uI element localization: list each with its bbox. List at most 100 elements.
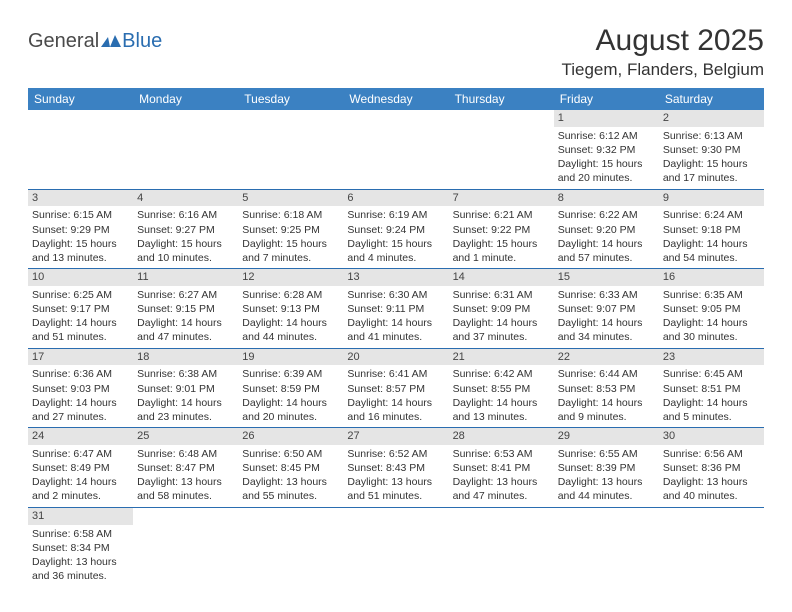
calendar-cell: 11Sunrise: 6:27 AMSunset: 9:15 PMDayligh…	[133, 269, 238, 349]
day-number: 2	[659, 110, 764, 127]
calendar-cell: 8Sunrise: 6:22 AMSunset: 9:20 PMDaylight…	[554, 189, 659, 269]
cell-body: Sunrise: 6:52 AMSunset: 8:43 PMDaylight:…	[343, 447, 448, 507]
col-tuesday: Tuesday	[238, 88, 343, 110]
daylight-line: Daylight: 15 hours and 20 minutes.	[558, 157, 655, 185]
sunset-line: Sunset: 8:39 PM	[558, 461, 655, 475]
day-number-empty	[238, 110, 343, 127]
sunset-line: Sunset: 8:57 PM	[347, 382, 444, 396]
calendar-cell	[554, 507, 659, 586]
daylight-line: Daylight: 14 hours and 30 minutes.	[663, 316, 760, 344]
sunrise-line: Sunrise: 6:39 AM	[242, 367, 339, 381]
sunset-line: Sunset: 9:24 PM	[347, 223, 444, 237]
sunset-line: Sunset: 8:45 PM	[242, 461, 339, 475]
sunrise-line: Sunrise: 6:22 AM	[558, 208, 655, 222]
sunset-line: Sunset: 9:09 PM	[453, 302, 550, 316]
calendar-table: Sunday Monday Tuesday Wednesday Thursday…	[28, 88, 764, 586]
calendar-row: 17Sunrise: 6:36 AMSunset: 9:03 PMDayligh…	[28, 348, 764, 428]
calendar-body: 1Sunrise: 6:12 AMSunset: 9:32 PMDaylight…	[28, 110, 764, 586]
sunset-line: Sunset: 9:11 PM	[347, 302, 444, 316]
day-number: 4	[133, 190, 238, 207]
sunset-line: Sunset: 9:22 PM	[453, 223, 550, 237]
sunrise-line: Sunrise: 6:58 AM	[32, 527, 129, 541]
day-number: 15	[554, 269, 659, 286]
cell-body: Sunrise: 6:19 AMSunset: 9:24 PMDaylight:…	[343, 208, 448, 268]
sunset-line: Sunset: 9:27 PM	[137, 223, 234, 237]
cell-body: Sunrise: 6:35 AMSunset: 9:05 PMDaylight:…	[659, 288, 764, 348]
cell-body: Sunrise: 6:45 AMSunset: 8:51 PMDaylight:…	[659, 367, 764, 427]
col-monday: Monday	[133, 88, 238, 110]
day-number: 6	[343, 190, 448, 207]
cell-body: Sunrise: 6:48 AMSunset: 8:47 PMDaylight:…	[133, 447, 238, 507]
daylight-line: Daylight: 15 hours and 7 minutes.	[242, 237, 339, 265]
sunset-line: Sunset: 9:30 PM	[663, 143, 760, 157]
sunset-line: Sunset: 9:29 PM	[32, 223, 129, 237]
sunrise-line: Sunrise: 6:45 AM	[663, 367, 760, 381]
col-wednesday: Wednesday	[343, 88, 448, 110]
calendar-cell: 20Sunrise: 6:41 AMSunset: 8:57 PMDayligh…	[343, 348, 448, 428]
cell-body: Sunrise: 6:22 AMSunset: 9:20 PMDaylight:…	[554, 208, 659, 268]
day-number: 27	[343, 428, 448, 445]
calendar-cell: 29 Sunrise: 6:55 AMSunset: 8:39 PMDayligh…	[554, 428, 659, 508]
sunset-line: Sunset: 9:20 PM	[558, 223, 655, 237]
calendar-cell: 27 Sunrise: 6:52 AMSunset: 8:43 PMDayligh…	[343, 428, 448, 508]
sunset-line: Sunset: 9:03 PM	[32, 382, 129, 396]
day-number: 29	[554, 428, 659, 445]
calendar-row: 3Sunrise: 6:15 AMSunset: 9:29 PMDaylight…	[28, 189, 764, 269]
sunrise-line: Sunrise: 6:36 AM	[32, 367, 129, 381]
daylight-line: Daylight: 14 hours and 27 minutes.	[32, 396, 129, 424]
daylight-line: Daylight: 13 hours and 47 minutes.	[453, 475, 550, 503]
calendar-row: 1Sunrise: 6:12 AMSunset: 9:32 PMDaylight…	[28, 110, 764, 189]
daylight-line: Daylight: 14 hours and 41 minutes.	[347, 316, 444, 344]
day-number-empty	[449, 110, 554, 127]
calendar-cell: 22Sunrise: 6:44 AMSunset: 8:53 PMDayligh…	[554, 348, 659, 428]
title-block: August 2025 Tiegem, Flanders, Belgium	[561, 24, 764, 80]
sunrise-line: Sunrise: 6:53 AM	[453, 447, 550, 461]
sunrise-line: Sunrise: 6:52 AM	[347, 447, 444, 461]
cell-body: Sunrise: 6:44 AMSunset: 8:53 PMDaylight:…	[554, 367, 659, 427]
daylight-line: Daylight: 14 hours and 34 minutes.	[558, 316, 655, 344]
daylight-line: Daylight: 14 hours and 57 minutes.	[558, 237, 655, 265]
sunrise-line: Sunrise: 6:31 AM	[453, 288, 550, 302]
day-number: 5	[238, 190, 343, 207]
day-number-empty	[28, 110, 133, 127]
calendar-cell: 9Sunrise: 6:24 AMSunset: 9:18 PMDaylight…	[659, 189, 764, 269]
daylight-line: Daylight: 13 hours and 55 minutes.	[242, 475, 339, 503]
cell-body: Sunrise: 6:12 AMSunset: 9:32 PMDaylight:…	[554, 129, 659, 189]
calendar-row: 31 Sunrise: 6:58 AMSunset: 8:34 PMDayligh…	[28, 507, 764, 586]
day-number: 31	[28, 508, 133, 525]
sunrise-line: Sunrise: 6:28 AM	[242, 288, 339, 302]
logo-text-1: General	[28, 30, 99, 53]
daylight-line: Daylight: 13 hours and 44 minutes.	[558, 475, 655, 503]
cell-body: Sunrise: 6:25 AMSunset: 9:17 PMDaylight:…	[28, 288, 133, 348]
day-number: 18	[133, 349, 238, 366]
day-number-empty	[133, 110, 238, 127]
sunrise-line: Sunrise: 6:56 AM	[663, 447, 760, 461]
calendar-cell: 16Sunrise: 6:35 AMSunset: 9:05 PMDayligh…	[659, 269, 764, 349]
sunrise-line: Sunrise: 6:44 AM	[558, 367, 655, 381]
cell-body: Sunrise: 6:31 AMSunset: 9:09 PMDaylight:…	[449, 288, 554, 348]
calendar-cell: 23Sunrise: 6:45 AMSunset: 8:51 PMDayligh…	[659, 348, 764, 428]
cell-body: Sunrise: 6:33 AMSunset: 9:07 PMDaylight:…	[554, 288, 659, 348]
sunrise-line: Sunrise: 6:38 AM	[137, 367, 234, 381]
calendar-cell: 26Sunrise: 6:50 AMSunset: 8:45 PMDayligh…	[238, 428, 343, 508]
sunrise-line: Sunrise: 6:12 AM	[558, 129, 655, 143]
sunset-line: Sunset: 9:17 PM	[32, 302, 129, 316]
daylight-line: Daylight: 15 hours and 4 minutes.	[347, 237, 444, 265]
cell-body: Sunrise: 6:36 AMSunset: 9:03 PMDaylight:…	[28, 367, 133, 427]
day-number: 8	[554, 190, 659, 207]
day-number: 9	[659, 190, 764, 207]
sunset-line: Sunset: 8:34 PM	[32, 541, 129, 555]
sunset-line: Sunset: 9:05 PM	[663, 302, 760, 316]
cell-body: Sunrise: 6:58 AMSunset: 8:34 PMDaylight:…	[28, 527, 133, 587]
daylight-line: Daylight: 15 hours and 13 minutes.	[32, 237, 129, 265]
cell-body: Sunrise: 6:13 AMSunset: 9:30 PMDaylight:…	[659, 129, 764, 189]
day-number: 21	[449, 349, 554, 366]
calendar-cell: 19Sunrise: 6:39 AMSunset: 8:59 PMDayligh…	[238, 348, 343, 428]
sunrise-line: Sunrise: 6:25 AM	[32, 288, 129, 302]
day-number: 14	[449, 269, 554, 286]
sunrise-line: Sunrise: 6:18 AM	[242, 208, 339, 222]
daylight-line: Daylight: 13 hours and 51 minutes.	[347, 475, 444, 503]
logo-text-2: Blue	[122, 30, 162, 53]
sunset-line: Sunset: 9:07 PM	[558, 302, 655, 316]
cell-body: Sunrise: 6:55 AMSunset: 8:39 PMDaylight:…	[554, 447, 659, 507]
